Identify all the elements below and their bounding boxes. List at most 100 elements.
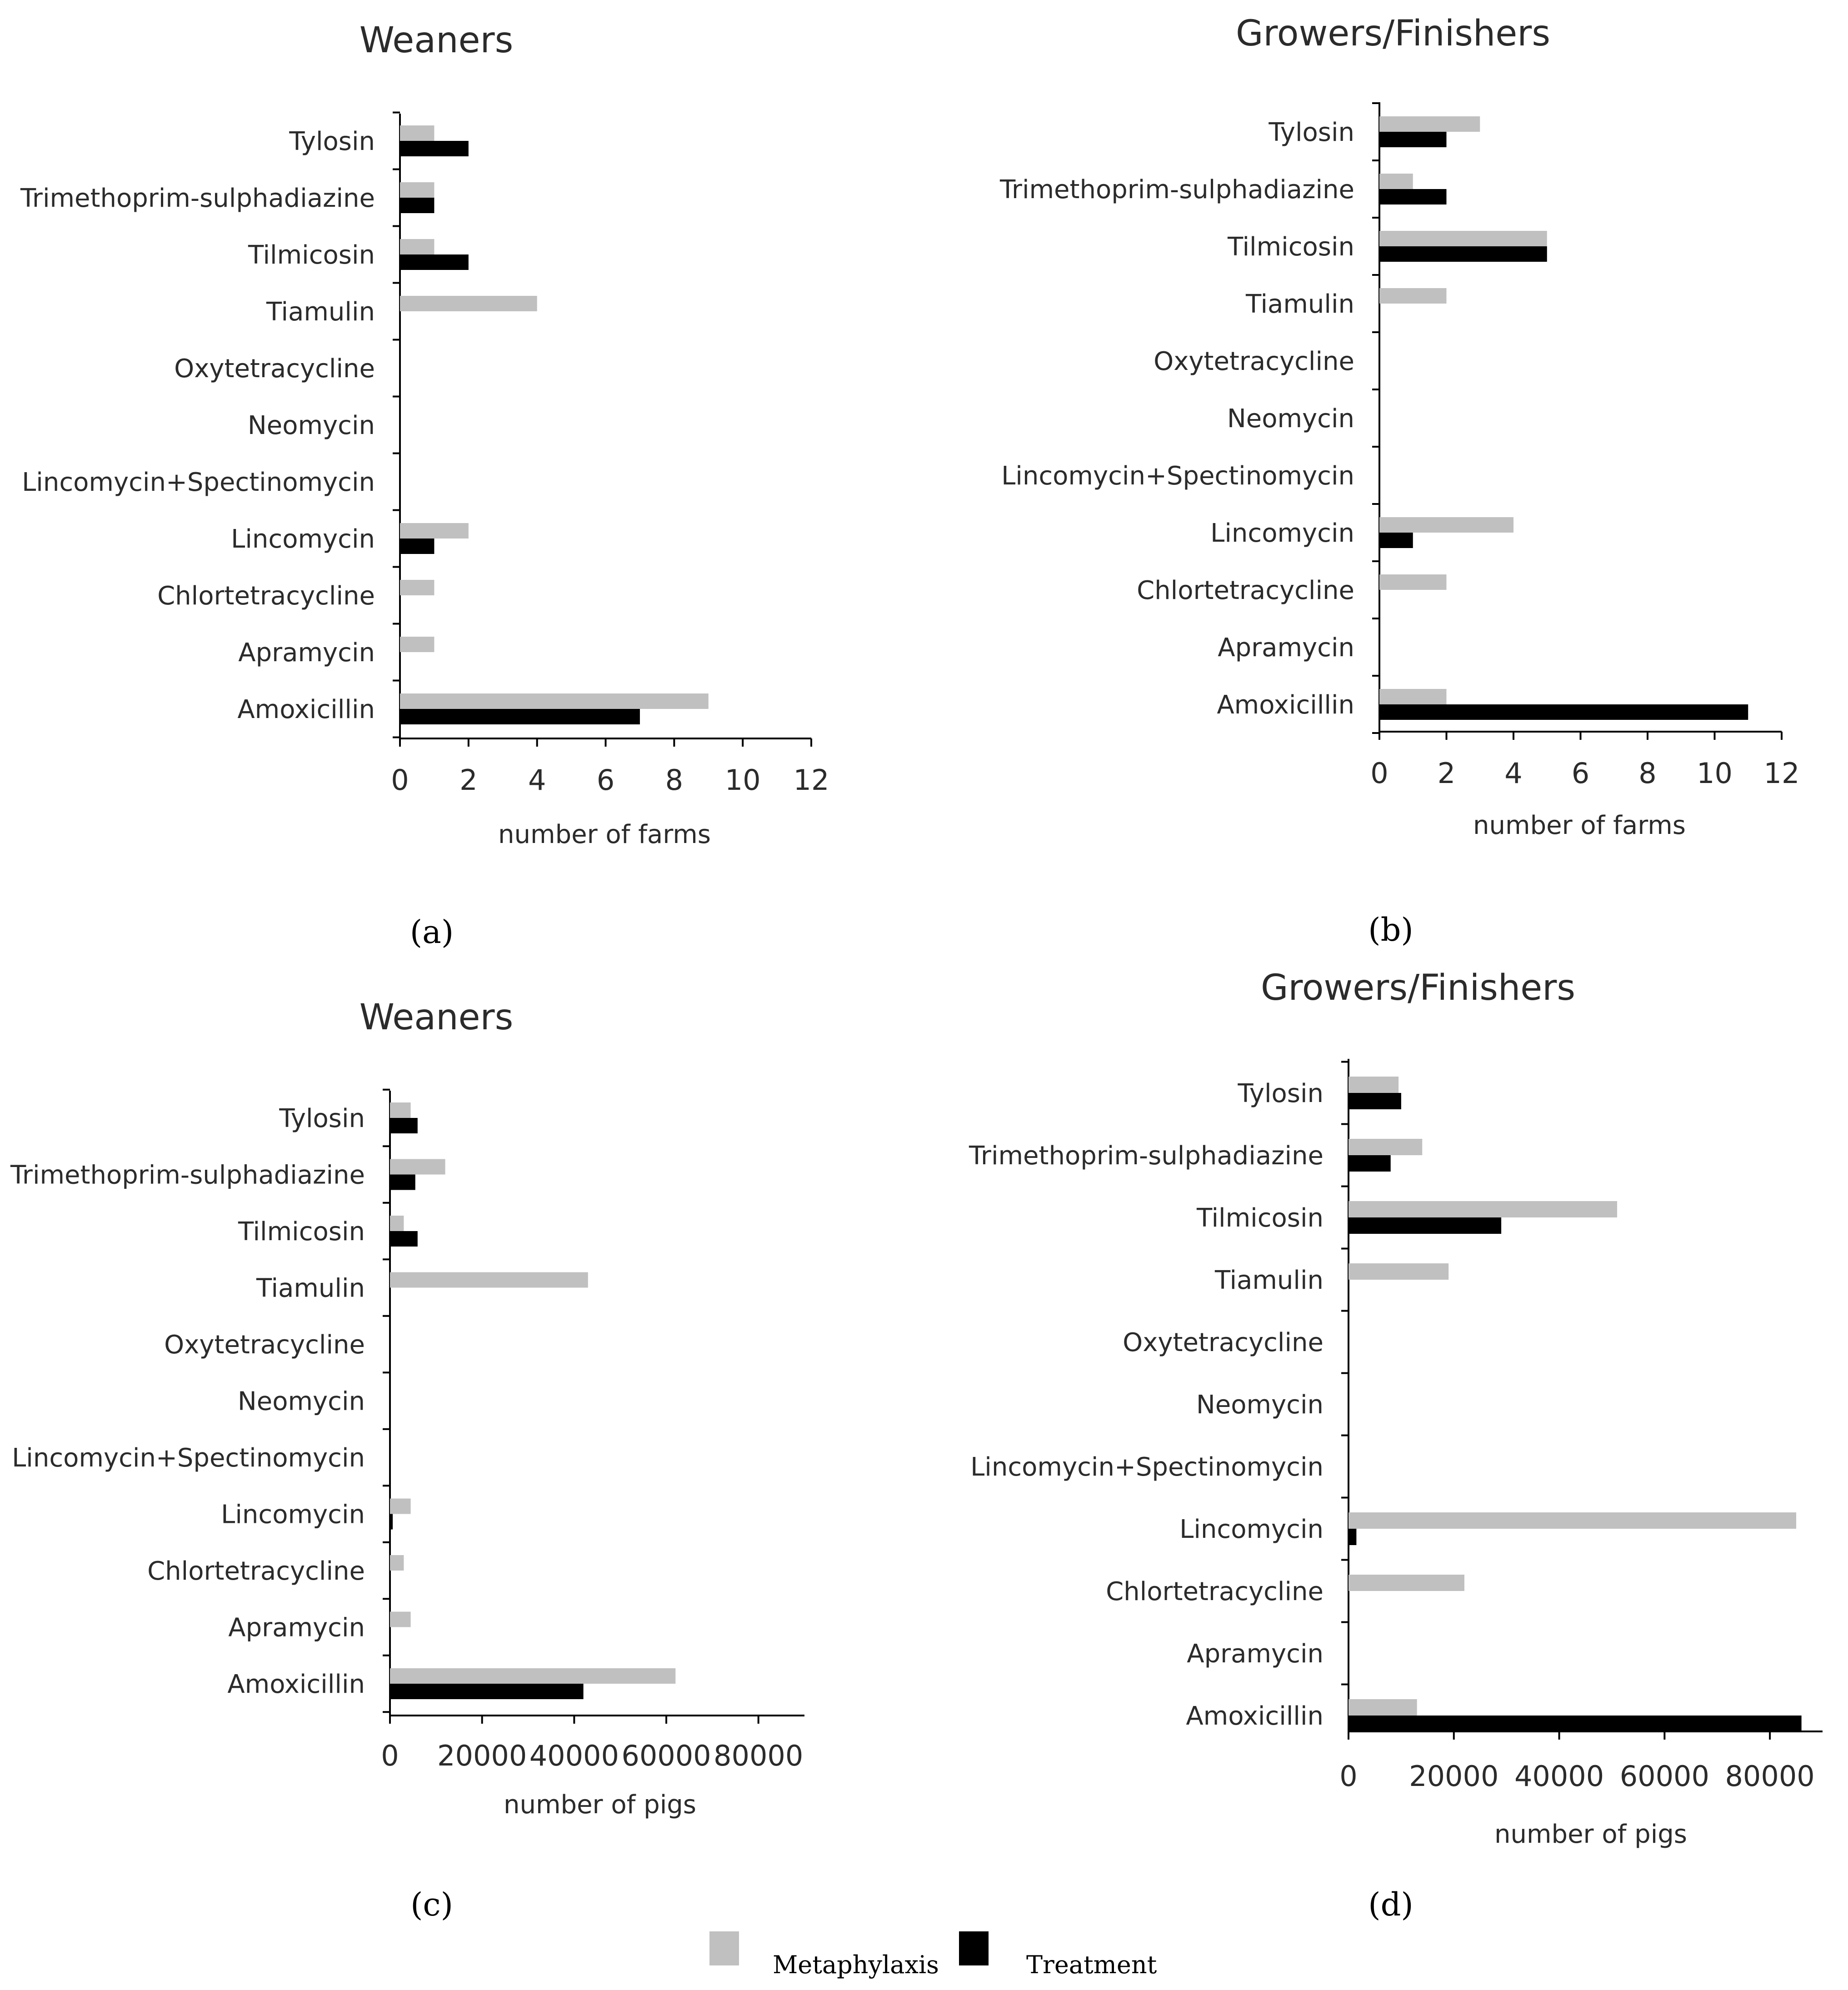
x-tick-label: 60000 xyxy=(621,1739,711,1772)
x-tick-label: 0 xyxy=(391,763,409,797)
category-label: Trimethoprim-sulphadiazine xyxy=(10,1161,365,1190)
category-label: Tylosin xyxy=(289,127,375,156)
x-tick-label: 60000 xyxy=(1620,1760,1709,1793)
bar-metaphylaxis-tylosin xyxy=(1379,116,1480,132)
category-label: Chlortetracycline xyxy=(147,1556,365,1586)
bar-metaphylaxis-trimethoprim-sulphadiazine xyxy=(400,182,435,198)
category-label: Apramycin xyxy=(1218,633,1354,663)
category-label: Oxytetracycline xyxy=(164,1330,365,1360)
bar-treatment-tylosin xyxy=(390,1118,418,1133)
bar-treatment-lincomycin xyxy=(1349,1529,1357,1545)
bar-metaphylaxis-tilmicosin xyxy=(1349,1201,1618,1217)
chart-panel-1: Growers/Finishers 0 2 4 6 8 10 12 number of farm… xyxy=(999,13,1800,948)
category-label: Tilmicosin xyxy=(1227,232,1354,262)
category-label: Neomycin xyxy=(248,411,375,440)
category-label: Lincomycin xyxy=(1210,519,1354,548)
x-tick-label: 40000 xyxy=(529,1739,619,1772)
chart-title: Weaners xyxy=(360,20,513,61)
x-tick-label: 2 xyxy=(460,763,477,797)
bar-treatment-amoxicillin xyxy=(390,1684,584,1699)
category-label: Tilmicosin xyxy=(238,1217,365,1247)
panel-label: (c) xyxy=(410,1886,453,1923)
x-tick-label: 6 xyxy=(1572,757,1589,790)
chart-title: Weaners xyxy=(360,997,513,1038)
bar-metaphylaxis-chlortetracycline xyxy=(1349,1575,1464,1591)
category-label: Oxytetracycline xyxy=(1123,1328,1324,1357)
legend: Metaphylaxis Treatment xyxy=(709,1931,1157,1979)
panel-label: (a) xyxy=(410,913,454,951)
bar-treatment-trimethoprim-sulphadiazine xyxy=(400,198,435,213)
bar-treatment-trimethoprim-sulphadiazine xyxy=(1379,189,1447,204)
category-label: Apramycin xyxy=(1187,1639,1324,1669)
x-tick-label: 4 xyxy=(528,763,546,797)
category-label: Tilmicosin xyxy=(248,240,375,270)
category-label: Lincomycin+Spectinomycin xyxy=(1001,461,1354,491)
category-label: Tylosin xyxy=(1268,118,1354,147)
x-tick-label: 10 xyxy=(1697,757,1733,790)
bar-metaphylaxis-lincomycin xyxy=(400,523,469,539)
legend-swatch-metaphylaxis xyxy=(709,1931,739,1965)
x-tick-label: 12 xyxy=(794,763,829,797)
bar-metaphylaxis-amoxicillin xyxy=(400,693,709,709)
category-label: Oxytetracycline xyxy=(174,354,375,384)
category-label: Tylosin xyxy=(279,1104,365,1133)
x-axis-label: number of pigs xyxy=(504,1790,696,1820)
bar-treatment-tylosin xyxy=(400,141,469,156)
x-tick-label: 40000 xyxy=(1514,1760,1604,1793)
bar-metaphylaxis-tiamulin xyxy=(1379,288,1447,304)
x-axis-label: number of pigs xyxy=(1494,1820,1687,1849)
bar-metaphylaxis-lincomycin xyxy=(390,1498,411,1514)
bar-metaphylaxis-amoxicillin xyxy=(390,1668,676,1684)
bar-metaphylaxis-tylosin xyxy=(400,125,435,141)
x-tick-label: 80000 xyxy=(1725,1760,1814,1793)
bar-treatment-lincomycin xyxy=(390,1514,393,1530)
x-axis-label: number of farms xyxy=(498,820,711,849)
chart-title: Growers/Finishers xyxy=(1261,968,1575,1008)
category-label: Oxytetracycline xyxy=(1154,347,1354,376)
bar-metaphylaxis-trimethoprim-sulphadiazine xyxy=(1379,174,1413,189)
bar-treatment-tilmicosin xyxy=(1379,246,1547,262)
chart-title: Growers/Finishers xyxy=(1236,13,1550,54)
category-label: Trimethoprim-sulphadiazine xyxy=(20,184,375,213)
category-label: Tiamulin xyxy=(266,297,375,327)
x-tick-label: 0 xyxy=(1370,757,1388,790)
category-label: Amoxicillin xyxy=(227,1670,365,1699)
bar-metaphylaxis-lincomycin xyxy=(1379,517,1513,533)
bar-metaphylaxis-chlortetracycline xyxy=(1379,574,1447,590)
bar-treatment-tylosin xyxy=(1379,132,1447,147)
x-tick-label: 12 xyxy=(1764,757,1800,790)
x-tick-label: 10 xyxy=(725,763,761,797)
category-label: Tiamulin xyxy=(1214,1266,1324,1295)
bar-metaphylaxis-tiamulin xyxy=(400,296,537,311)
category-label: Lincomycin+Spectinomycin xyxy=(22,468,375,497)
x-tick-label: 8 xyxy=(1638,757,1656,790)
bar-metaphylaxis-chlortetracycline xyxy=(400,580,435,595)
x-tick-label: 80000 xyxy=(714,1739,803,1772)
category-label: Lincomycin+Spectinomycin xyxy=(12,1443,365,1473)
bar-treatment-tilmicosin xyxy=(400,254,469,270)
x-tick-label: 2 xyxy=(1438,757,1455,790)
category-label: Amoxicillin xyxy=(237,695,375,724)
bar-metaphylaxis-trimethoprim-sulphadiazine xyxy=(1349,1139,1423,1155)
bar-treatment-tilmicosin xyxy=(1349,1217,1502,1234)
category-label: Amoxicillin xyxy=(1217,690,1354,720)
bar-metaphylaxis-chlortetracycline xyxy=(390,1555,404,1571)
x-tick-label: 20000 xyxy=(437,1739,527,1772)
bar-treatment-lincomycin xyxy=(400,539,435,554)
category-label: Neomycin xyxy=(1227,404,1354,434)
bar-treatment-amoxicillin xyxy=(1349,1716,1802,1732)
bar-metaphylaxis-tilmicosin xyxy=(400,239,435,254)
chart-panel-0: Weaners 0 2 4 6 8 10 12 number of farms Tylosin Tr… xyxy=(20,20,829,951)
legend-label-treatment: Treatment xyxy=(1026,1950,1157,1979)
bar-metaphylaxis-tilmicosin xyxy=(1379,231,1547,246)
category-label: Lincomycin xyxy=(231,524,375,554)
bar-treatment-amoxicillin xyxy=(1379,704,1748,720)
category-label: Neomycin xyxy=(1196,1390,1324,1420)
legend-swatch-treatment xyxy=(959,1931,989,1965)
category-label: Apramycin xyxy=(238,638,375,668)
bar-metaphylaxis-apramycin xyxy=(400,637,435,652)
chart-panel-3: Growers/Finishers 0 20000 40000 60000 80000 nu… xyxy=(969,968,1823,1923)
bar-treatment-amoxicillin xyxy=(400,709,640,724)
x-tick-label: 0 xyxy=(1339,1760,1357,1793)
